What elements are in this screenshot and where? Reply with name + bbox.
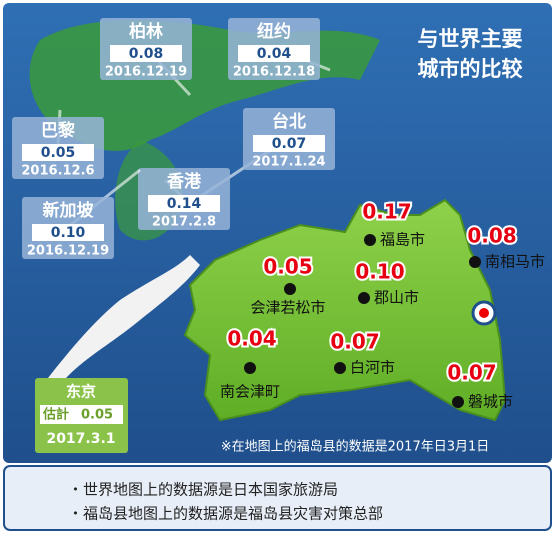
city-name: 柏林 (129, 21, 163, 42)
city-dot (284, 283, 296, 295)
city-name: 巴黎 (41, 120, 75, 141)
value-box (32, 224, 104, 241)
date: 2016.12.6 (21, 164, 94, 179)
city-name: 台北 (272, 111, 306, 132)
japan (48, 255, 200, 385)
value: 0.07 (447, 361, 496, 385)
city-dot (364, 234, 376, 246)
value: 0.07 (330, 330, 379, 354)
city-dot (452, 396, 464, 408)
value-box (238, 45, 310, 62)
city-name: 南会津町 (220, 383, 280, 401)
city-dot (358, 292, 370, 304)
city-name: 郡山市 (374, 289, 419, 307)
date: 2016.12.18 (233, 65, 315, 80)
value-box (253, 135, 325, 152)
note: ※在地图上的福岛县的数据是2017年日3月1日 (221, 439, 490, 455)
city-dot (469, 256, 481, 268)
value-box (110, 45, 182, 62)
date: 2017.3.1 (46, 431, 115, 447)
city-name: 东京 (66, 383, 96, 401)
source: ・世界地图上的数据源是日本国家旅游局 (68, 481, 338, 499)
value: 0.08 (467, 224, 516, 248)
source-panel (3, 465, 552, 531)
value: 0.17 (362, 200, 411, 224)
city-name: 纽约 (257, 21, 291, 42)
city-dot (244, 362, 256, 374)
estimate-label: 估計 (42, 407, 69, 423)
value-box (22, 144, 94, 161)
city-name: 新加坡 (43, 200, 94, 221)
city-name: 香港 (167, 171, 202, 192)
source: ・福岛县地图上的数据源是福岛县灾害对策总部 (68, 505, 383, 523)
value: 0.04 (227, 327, 276, 351)
city-name: 会津若松市 (250, 299, 325, 317)
date: 2017.2.8 (152, 215, 216, 230)
title: 与世界主要 (418, 27, 523, 51)
city-name: 白河市 (350, 359, 395, 377)
value: 0.14 (167, 196, 202, 212)
value-box (148, 195, 220, 212)
value: 0.04 (257, 46, 292, 62)
value: 0.05 (81, 408, 113, 423)
city-name: 福島市 (380, 231, 425, 249)
value: 0.08 (129, 46, 164, 62)
value: 0.10 (51, 225, 86, 241)
date: 2016.12.19 (27, 244, 109, 259)
value-box (40, 405, 123, 424)
value: 0.07 (272, 136, 307, 152)
city-name: 南相马市 (485, 253, 545, 271)
value: 0.10 (355, 260, 404, 284)
date: 2017.1.24 (252, 155, 325, 170)
city-name: 磐城市 (468, 393, 513, 411)
plant-dot (479, 308, 489, 318)
value: 0.05 (41, 145, 76, 161)
fukushima-map (183, 198, 507, 422)
date: 2016.12.19 (105, 65, 187, 80)
value: 0.05 (263, 255, 312, 279)
city-dot (334, 362, 346, 374)
title: 城市的比较 (418, 57, 523, 81)
